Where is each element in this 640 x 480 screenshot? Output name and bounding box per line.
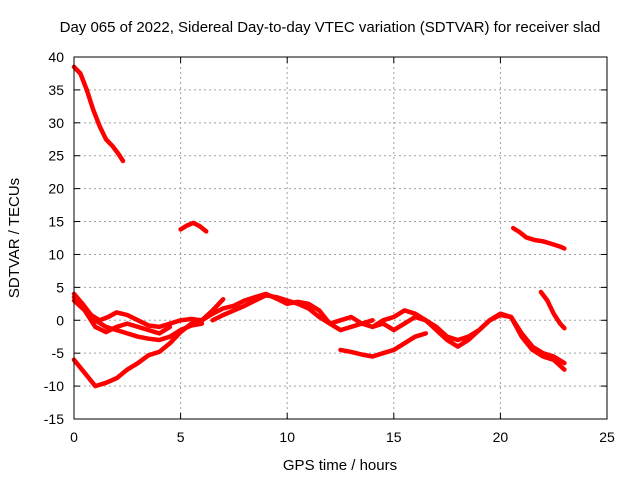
x-tick-label: 25 [599, 429, 615, 445]
y-axis-label: SDTVAR / TECUs [6, 178, 23, 298]
data-series-s4 [538, 289, 567, 331]
data-series-s10 [199, 291, 375, 333]
plot-frame [73, 56, 608, 420]
y-tick-label: -5 [52, 345, 65, 361]
y-tick-label: 5 [56, 279, 64, 295]
y-tick-label: -15 [44, 411, 64, 427]
data-series-s1 [71, 64, 126, 164]
y-tick-label: 35 [48, 82, 64, 98]
chart-title: Day 065 of 2022, Sidereal Day-to-day VTE… [60, 19, 601, 36]
x-tick-label: 10 [279, 429, 295, 445]
y-tick-label: -10 [44, 378, 64, 394]
x-tick-label: 0 [70, 429, 78, 445]
axes [73, 56, 608, 420]
y-tick-label: 0 [56, 312, 64, 328]
data-series-s11 [338, 331, 429, 359]
y-tick-label: 15 [48, 214, 64, 230]
y-tick-label: 10 [48, 246, 64, 262]
data-series-s12 [370, 308, 567, 372]
y-tick-label: 25 [48, 148, 64, 164]
x-axis-ticks: 0 5 10 15 20 25 [70, 57, 615, 445]
data-series-s6 [71, 294, 205, 343]
data-series-s8 [71, 298, 173, 336]
data-series-s2 [178, 220, 209, 234]
y-axis-ticks: 40 35 30 25 20 15 10 5 0 -5 -10 -15 [44, 49, 607, 427]
y-tick-label: 20 [48, 181, 64, 197]
y-tick-label: 30 [48, 115, 64, 131]
x-tick-label: 5 [177, 429, 185, 445]
data-series-s5 [71, 296, 226, 389]
data-series-group [71, 64, 567, 389]
x-tick-label: 20 [493, 429, 509, 445]
data-series-s7 [71, 291, 205, 330]
y-tick-label: 40 [48, 49, 64, 65]
data-series-s3 [510, 225, 567, 251]
x-axis-label: GPS time / hours [283, 457, 397, 474]
x-tick-label: 15 [386, 429, 402, 445]
